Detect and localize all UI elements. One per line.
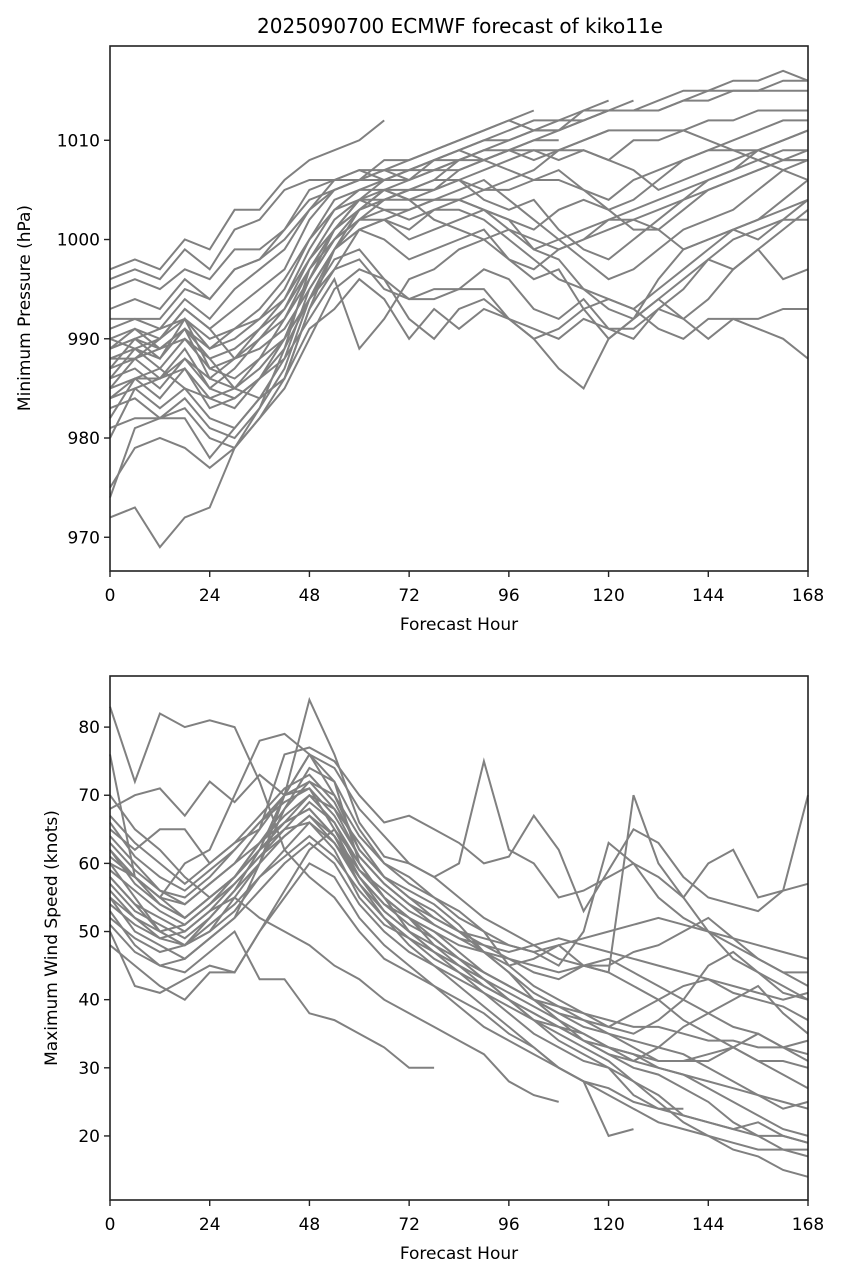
wind-member-line-w05	[109, 696, 808, 974]
pressure-member-line-m07	[109, 129, 809, 340]
wind-plot-frame	[109, 675, 809, 1201]
wind-x-tick-label: 48	[299, 1215, 321, 1235]
wind-x-tick-label: 0	[105, 1215, 116, 1235]
figure-title: 2025090700 ECMWF forecast of kiko11e	[257, 14, 663, 38]
wind-y-tick-label: 80	[78, 718, 100, 738]
wind-y-tick-label: 70	[78, 786, 100, 806]
pressure-member-line-m23	[109, 99, 609, 380]
pressure-x-tick-label: 72	[398, 586, 420, 606]
wind-member-line-w21	[109, 910, 435, 1069]
pressure-x-tick-label: 96	[498, 586, 520, 606]
wind-y-tick-label: 60	[78, 854, 100, 874]
pressure-member-line-m25	[109, 129, 809, 360]
wind-y-ticks: 20 30 40 50 60 70 80	[78, 718, 110, 1147]
wind-member-line-w04	[109, 746, 809, 914]
pressure-member-line-m10	[109, 149, 809, 390]
wind-y-tick-label: 30	[78, 1059, 100, 1079]
pressure-member-line-m03	[109, 69, 809, 281]
wind-member-line-w24	[109, 807, 634, 1138]
pressure-member-line-m16	[109, 268, 808, 489]
pressure-y-tick-label: 990	[68, 330, 100, 350]
pressure-member-line-m26	[109, 129, 609, 390]
pressure-member-line-m02	[109, 119, 385, 271]
wind-member-line-w22	[109, 876, 559, 1103]
wind-x-tick-label: 144	[692, 1215, 724, 1235]
pressure-member-line-m18	[109, 149, 808, 439]
pressure-x-tick-label: 144	[692, 586, 724, 606]
pressure-member-line-m12	[109, 199, 809, 410]
wind-member-line-w06	[109, 753, 809, 1001]
wind-axes: 0 24 48 72 96 120 144 168 20 30 40 50 60 70 80 Foreca…	[42, 675, 824, 1264]
wind-member-line-w09	[109, 862, 808, 1151]
pressure-x-tick-label: 24	[199, 586, 221, 606]
wind-y-tick-label: 50	[78, 923, 100, 943]
wind-member-line-w27	[109, 821, 809, 1062]
wind-member-line-w19	[109, 807, 809, 1001]
pressure-member-line-m27	[109, 159, 808, 370]
wind-y-tick-label: 20	[78, 1127, 100, 1147]
wind-member-line-w12	[109, 800, 809, 1028]
wind-x-ticks: 0 24 48 72 96 120 144 168	[105, 1200, 824, 1235]
pressure-series-group	[109, 69, 809, 549]
pressure-y-tick-label: 980	[68, 429, 100, 449]
wind-x-label: Forecast Hour	[400, 1244, 518, 1264]
wind-x-tick-label: 120	[592, 1215, 624, 1235]
pressure-member-line-m08	[109, 109, 808, 360]
wind-y-label: Maximum Wind Speed (knots)	[42, 810, 62, 1066]
wind-x-tick-label: 96	[498, 1215, 520, 1235]
pressure-y-label: Minimum Pressure (hPa)	[15, 205, 35, 411]
pressure-y-tick-label: 970	[68, 528, 100, 548]
wind-member-line-w18	[109, 814, 809, 1049]
wind-member-line-w20	[109, 787, 809, 960]
pressure-x-tick-label: 0	[105, 586, 116, 606]
wind-x-tick-label: 24	[199, 1215, 221, 1235]
pressure-member-line-m15	[109, 209, 809, 450]
pressure-y-ticks: 970 980 990 1000 1010	[57, 131, 110, 548]
pressure-member-line-m20	[109, 129, 809, 350]
wind-x-tick-label: 72	[398, 1215, 420, 1235]
pressure-x-ticks: 0 24 48 72 96 120 144 168	[105, 571, 824, 606]
pressure-y-tick-label: 1000	[57, 231, 100, 251]
wind-x-tick-label: 168	[792, 1215, 824, 1235]
pressure-x-tick-label: 120	[592, 586, 624, 606]
wind-series-group	[109, 696, 809, 1178]
pressure-member-line-m17	[109, 277, 809, 498]
wind-member-line-w25	[109, 773, 809, 1063]
wind-member-line-w23	[109, 787, 684, 1110]
pressure-plot-frame	[109, 45, 809, 572]
wind-y-tick-label: 40	[78, 991, 100, 1011]
pressure-member-line-m28	[109, 179, 809, 400]
pressure-member-line-m21	[109, 99, 634, 330]
wind-member-line-w17	[109, 834, 809, 1110]
pressure-member-line-m11	[109, 159, 809, 390]
pressure-axes: 0 24 48 72 96 120 144 168 970 980 990 1000 1010 For…	[15, 45, 824, 635]
pressure-x-tick-label: 48	[299, 586, 321, 606]
pressure-x-label: Forecast Hour	[400, 615, 518, 635]
pressure-x-tick-label: 168	[792, 586, 824, 606]
wind-member-line-w26	[109, 841, 809, 1158]
pressure-member-line-m09	[109, 119, 808, 370]
pressure-y-tick-label: 1010	[57, 131, 100, 151]
